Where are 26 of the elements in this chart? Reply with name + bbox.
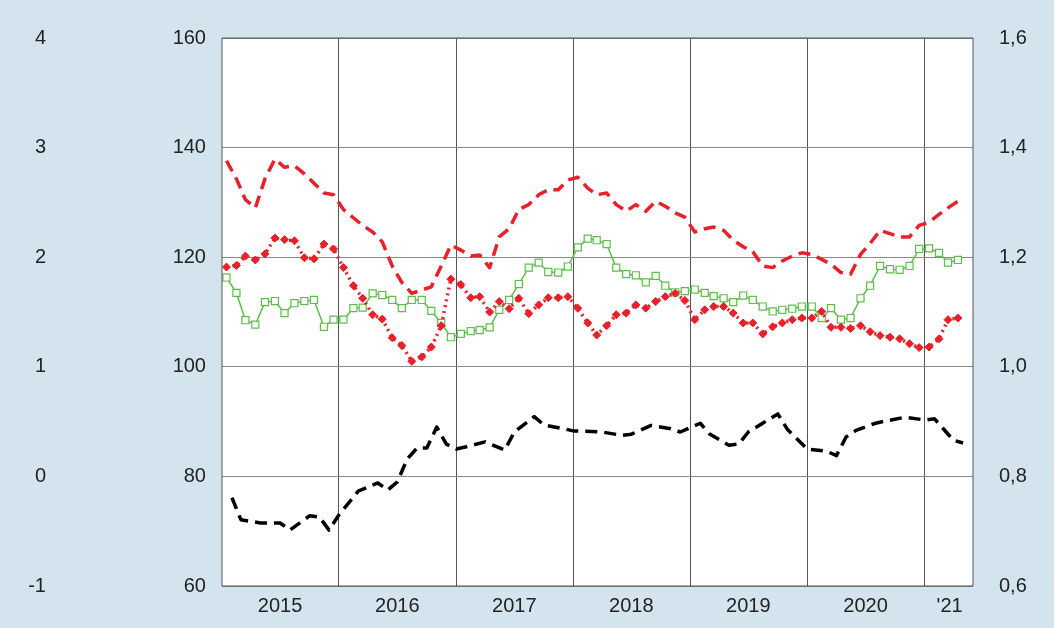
y-tick-label: 140: [172, 135, 206, 158]
x-tick-label: 2016: [375, 593, 420, 616]
y3-tick-label: -1: [28, 573, 46, 596]
x-tick-label: 2018: [609, 593, 654, 616]
y3-tick-label: 2: [34, 244, 46, 267]
y3-tick-label: 1: [34, 354, 46, 377]
y-tick-label: 60: [183, 573, 206, 596]
x-tick-label: 2020: [843, 593, 888, 616]
y-tick-label: 100: [172, 354, 206, 377]
y3-tick-label: 0: [34, 463, 46, 486]
y3-tick-label: 3: [34, 135, 46, 158]
y-tick-label: 160: [172, 25, 206, 48]
y2-tick-label: 1,6: [999, 25, 1027, 48]
y2-tick-label: 0,8: [999, 463, 1027, 486]
y2-tick-label: 0,6: [999, 573, 1027, 596]
x-tick-label: 2019: [726, 593, 771, 616]
x-tick-label: 2015: [257, 593, 303, 616]
x-tick-label: '21: [936, 593, 963, 616]
y2-tick-label: 1,0: [999, 354, 1027, 377]
y-tick-label: 120: [172, 244, 206, 267]
y2-tick-label: 1,2: [999, 244, 1027, 267]
x-tick-label: 2017: [492, 593, 537, 616]
y2-tick-label: 1,4: [999, 135, 1027, 158]
y-tick-label: 80: [183, 463, 206, 486]
line-series: [230, 412, 965, 532]
y3-tick-label: 4: [34, 25, 46, 48]
